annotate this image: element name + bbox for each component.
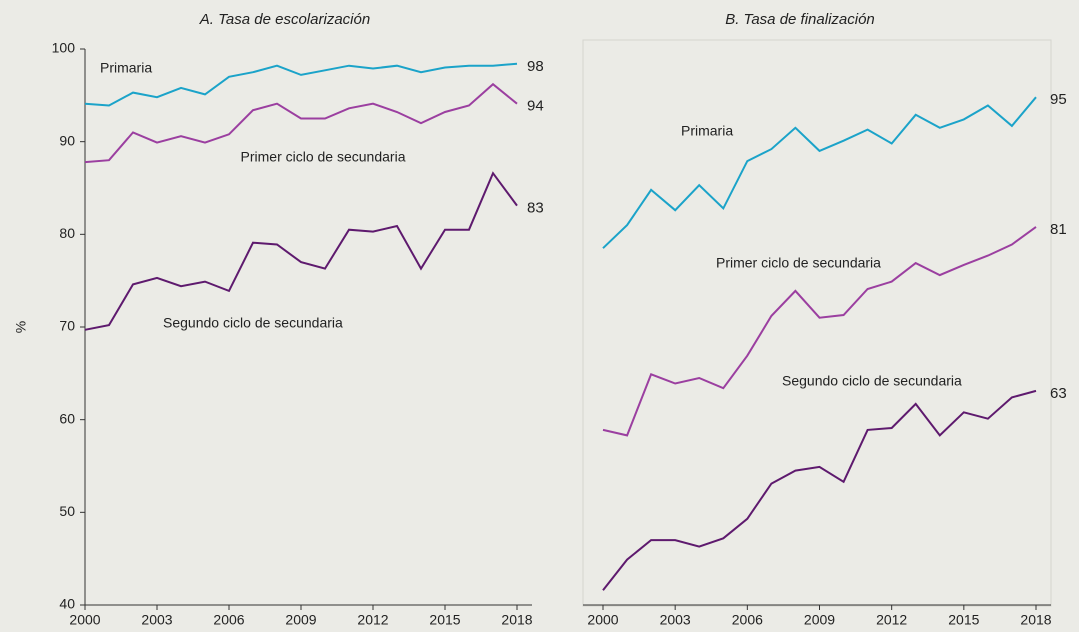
x-tick-label: 2009 [285,612,316,628]
y-tick-label: 100 [52,40,76,56]
end-label: 81 [1050,221,1067,238]
x-tick-label: 2009 [804,612,835,628]
y-tick-label: 40 [59,596,75,612]
series-line [602,96,1037,249]
series-label: Segundo ciclo de secundaria [163,315,343,331]
x-tick-label: 2018 [1020,612,1051,628]
series-line [84,82,518,164]
series-line [602,226,1037,437]
series-line [84,171,518,331]
x-tick-label: 2006 [213,612,244,628]
panel-title: B. Tasa de finalización [725,11,875,28]
x-tick-label: 2015 [429,612,460,628]
x-tick-label: 2015 [948,612,979,628]
x-tick-label: 2000 [587,612,618,628]
panel-title: A. Tasa de escolarización [199,11,370,28]
end-label: 63 [1050,385,1067,402]
y-tick-label: 70 [59,318,75,334]
series-label: Primer ciclo de secundaria [241,149,406,165]
y-tick-label: 50 [59,503,75,519]
series-label: Segundo ciclo de secundaria [782,373,962,389]
end-label: 98 [527,58,544,75]
x-tick-label: 2000 [69,612,100,628]
series-line [84,62,518,107]
end-label: 83 [527,200,544,217]
y-tick-label: 60 [59,410,75,426]
series-label: Primaria [100,60,152,76]
series-label: Primer ciclo de secundaria [716,255,881,271]
y-axis-label: % [13,321,29,333]
x-tick-label: 2012 [357,612,388,628]
x-tick-label: 2003 [141,612,172,628]
panel-frame [582,39,1052,607]
end-label: 94 [527,98,544,115]
y-tick-label: 80 [59,225,75,241]
y-tick-label: 90 [59,132,75,148]
x-tick-label: 2012 [876,612,907,628]
end-label: 95 [1050,91,1067,108]
x-tick-label: 2018 [501,612,532,628]
x-tick-label: 2003 [660,612,691,628]
series-line [602,389,1037,591]
x-tick-label: 2006 [732,612,763,628]
series-label: Primaria [681,123,733,139]
